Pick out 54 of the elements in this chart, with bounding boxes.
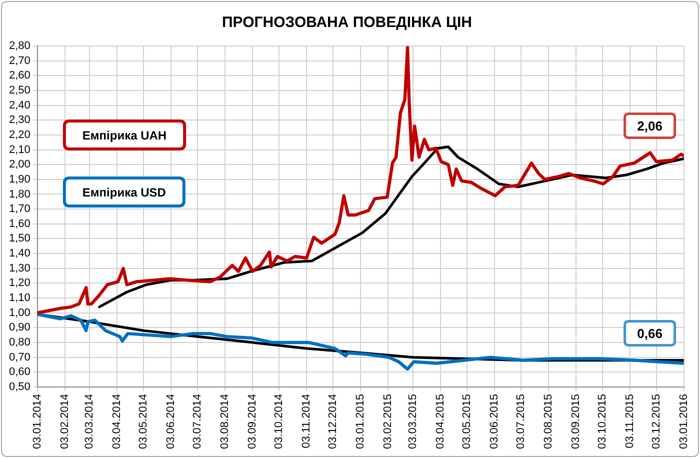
y-tick-label: 1,50 [8,232,30,245]
y-tick-label: 2,20 [8,128,30,141]
x-tick-label: 03.05.2014 [138,394,150,450]
x-tick-label: 03.08.2014 [219,394,232,450]
x-tick-label: 03.10.2015 [596,394,608,450]
y-tick-label: 1,40 [8,248,30,260]
x-tick-label: 03.04.2015 [434,394,446,450]
x-tick-label: 03.07.2014 [192,394,204,450]
y-tick-label: 1,70 [8,203,30,216]
x-tick-label: 03.03.2014 [84,394,96,450]
annotation: 2,06 [637,118,662,134]
x-tick-label: 03.08.2015 [542,394,554,450]
y-tick-label: 0,70 [8,351,30,364]
y-tick-label: 1,00 [8,306,30,319]
x-tick-label: 03.09.2014 [246,394,259,450]
y-tick-label: 1,30 [8,262,30,274]
x-tick-label: 03.02.2015 [382,394,394,450]
x-tick-label: 03.11.2015 [624,394,636,448]
y-tick-label: 2,60 [8,70,30,82]
x-tick-label: 03.04.2014 [111,394,124,450]
y-tick-label: 2,70 [8,54,30,67]
y-tick-label: 0,90 [8,322,30,334]
x-tick-label: 03.09.2015 [570,394,582,450]
y-tick-label: 1,20 [8,277,30,290]
y-tick-label: 0,60 [8,366,30,378]
x-tick-label: 03.02.2014 [58,394,71,450]
y-tick-label: 2,00 [8,158,30,171]
x-tick-label: 03.12.2014 [327,394,340,450]
y-tick-label: 1,80 [8,188,30,200]
x-tick-label: 03.01.2014 [31,394,44,450]
x-tick-label: 03.01.2016 [678,394,690,450]
x-tick-label: 03.06.2014 [165,394,178,450]
y-tick-label: 2,40 [8,99,30,112]
x-tick-label: 03.01.2015 [354,394,367,450]
text: Емпірика UAH [82,128,167,142]
y-tick-label: 2,10 [8,144,30,156]
y-tick-label: 1,10 [8,292,30,304]
y-tick-label: 2,30 [8,114,30,126]
x-tick-label: 03.06.2015 [488,394,500,450]
y-tick-label: 1,90 [8,173,30,186]
text: Емпірика USD [82,185,166,200]
y-tick-label: 0,80 [8,336,30,349]
x-tick-label: 03.11.2014 [300,394,313,448]
x-tick-label: 03.03.2015 [406,394,419,450]
y-tick-label: 2,80 [8,40,30,52]
y-tick-label: 0,50 [8,380,30,393]
chart-title: ПРОГНОЗОВАНА ПОВЕДІНКА ЦІН [222,14,472,32]
annotation: 0,66 [637,326,662,341]
x-tick-label: 03.10.2014 [273,394,286,450]
x-tick-label: 03.05.2015 [460,394,473,450]
y-tick-label: 1,60 [8,218,30,230]
x-tick-label: 03.12.2015 [650,394,662,450]
y-tick-label: 2,50 [8,84,30,97]
x-tick-label: 03.07.2015 [514,394,527,450]
